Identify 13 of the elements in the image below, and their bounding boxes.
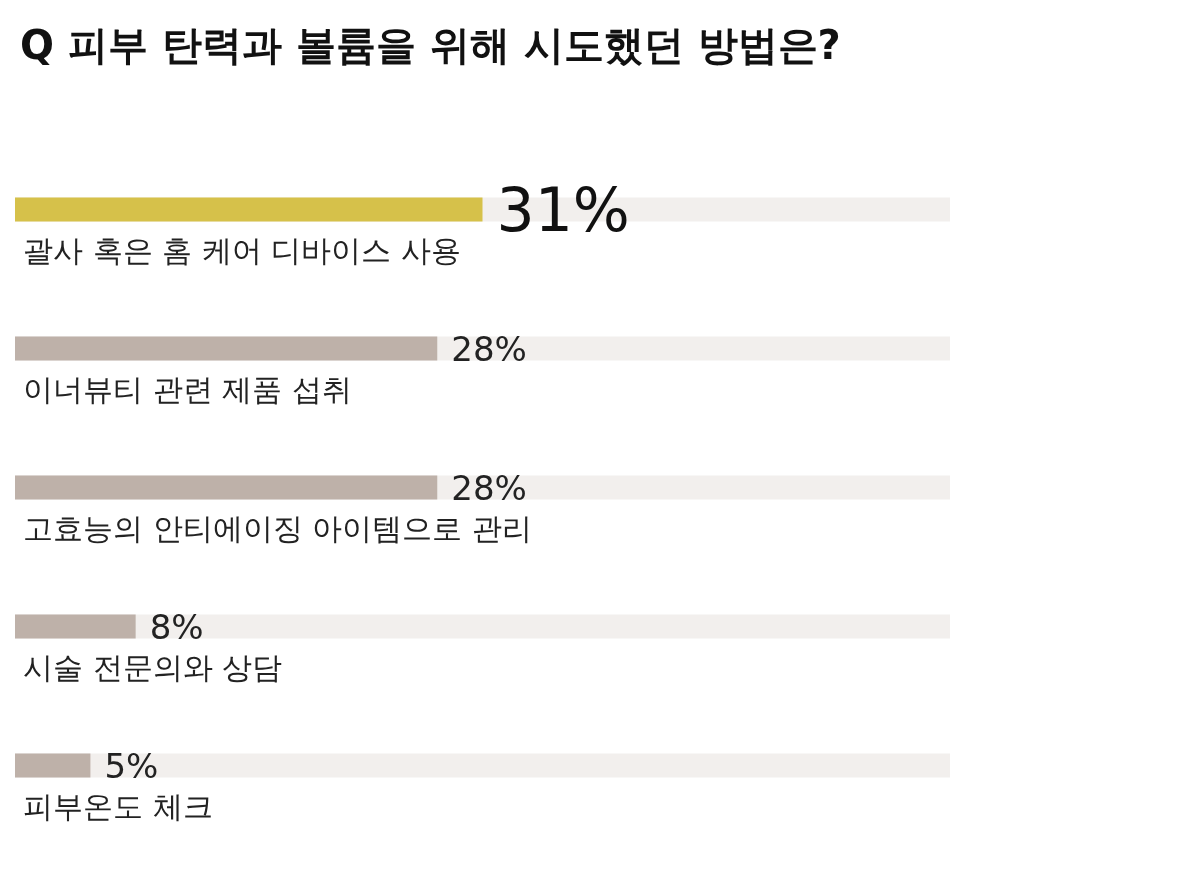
data-label: 8% [149,606,204,647]
bar [15,753,91,778]
y-tick-label: 시술 전문의와 상담 [23,650,283,685]
data-label: 28% [451,328,527,369]
data-label: 28% [451,467,527,508]
y-tick-label: 이너뷰티 관련 제품 섭취 [23,372,352,407]
chart-title: Q 피부 탄력과 볼륨을 위해 시도했던 방법은? [20,22,841,68]
bar [15,614,136,639]
y-tick-label: 고효능의 안티에이징 아이템으로 관리 [23,511,532,546]
y-tick-label: 괄사 혹은 홈 케어 디바이스 사용 [23,233,461,268]
data-label: 5% [104,745,159,786]
y-tick-label: 피부온도 체크 [23,789,213,824]
data-label: 31% [496,174,630,245]
